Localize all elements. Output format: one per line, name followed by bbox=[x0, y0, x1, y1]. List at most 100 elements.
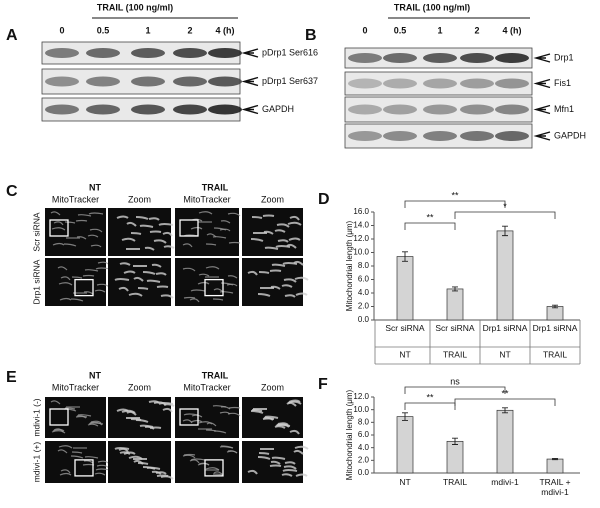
label-arrow bbox=[533, 104, 551, 115]
blot-band bbox=[383, 131, 417, 141]
mitochondria bbox=[128, 292, 143, 297]
mitochondria bbox=[116, 408, 129, 412]
mitochondria bbox=[158, 223, 174, 226]
significance-bracket bbox=[454, 398, 556, 406]
timepoint-label: 0.5 bbox=[394, 25, 407, 35]
blot-band bbox=[460, 131, 494, 141]
mitochondria bbox=[64, 221, 76, 224]
mitochondria bbox=[90, 244, 102, 248]
mitochondria bbox=[289, 215, 300, 221]
blot-band bbox=[173, 104, 207, 115]
group-label: TRAIL bbox=[543, 349, 567, 359]
mitochondria bbox=[114, 278, 130, 281]
significance-label: ** bbox=[426, 212, 434, 222]
blot-band bbox=[173, 48, 207, 58]
mitochondria bbox=[190, 226, 203, 230]
mitochondria bbox=[277, 239, 289, 243]
panel-label: E bbox=[6, 369, 17, 386]
blot-band bbox=[495, 78, 529, 89]
mitochondria bbox=[116, 215, 129, 219]
mitochondria bbox=[76, 236, 87, 240]
mitochondria bbox=[182, 454, 196, 459]
significance-bracket bbox=[404, 200, 506, 208]
mitochondria bbox=[130, 232, 142, 235]
zoom-box bbox=[179, 219, 199, 237]
mitochondria bbox=[219, 411, 231, 415]
mitochondria bbox=[182, 419, 193, 424]
timepoint-label: 0 bbox=[59, 25, 64, 35]
blot-band bbox=[45, 48, 79, 58]
mitochondria bbox=[212, 473, 224, 476]
mitochondria bbox=[190, 419, 203, 423]
mitochondria bbox=[275, 245, 291, 248]
mitochondria bbox=[156, 285, 169, 288]
mitochondria bbox=[263, 416, 274, 421]
label-arrow bbox=[241, 76, 259, 87]
mitochondria bbox=[97, 460, 109, 464]
blot-label: pDrp1 Ser616 bbox=[262, 47, 318, 57]
y-tick-label: 4.0 bbox=[358, 288, 370, 297]
blot-band bbox=[423, 131, 457, 141]
row-label: mdivi-1 (-) bbox=[31, 398, 41, 436]
condition-label: TRAIL bbox=[202, 182, 229, 192]
x-tick-label: Scr siRNA bbox=[385, 323, 425, 333]
significance-label: * bbox=[503, 201, 507, 211]
mitochondria bbox=[64, 407, 76, 410]
mitochondria bbox=[283, 465, 297, 470]
significance-bracket bbox=[404, 222, 456, 230]
mitochondria bbox=[75, 219, 88, 222]
treatment-header: TRAIL (100 ng/ml) bbox=[97, 2, 173, 12]
blot-band bbox=[348, 53, 382, 63]
mitochondria bbox=[219, 446, 234, 449]
mitochondria bbox=[198, 211, 213, 215]
mitochondria bbox=[130, 418, 142, 421]
blot-band bbox=[383, 53, 417, 63]
mitochondria bbox=[119, 262, 131, 266]
y-tick-label: 4.0 bbox=[358, 443, 370, 452]
blot-band bbox=[208, 76, 242, 87]
mitochondria bbox=[118, 447, 129, 453]
mitochondria bbox=[135, 216, 149, 220]
zoom-box bbox=[74, 278, 94, 297]
mitochondria bbox=[284, 461, 296, 465]
micrograph bbox=[242, 258, 303, 306]
mitochondria bbox=[250, 238, 264, 242]
mitochondria bbox=[77, 414, 92, 417]
blot-band bbox=[383, 104, 417, 115]
timepoint-label: 0 bbox=[362, 25, 367, 35]
mitochondria bbox=[57, 266, 68, 271]
y-tick-label: 6.0 bbox=[358, 430, 370, 439]
blot-band bbox=[86, 104, 120, 115]
mitochondria bbox=[123, 451, 136, 455]
y-tick-label: 0.0 bbox=[358, 315, 370, 324]
mitochondria bbox=[163, 245, 175, 249]
mitochondria bbox=[88, 212, 104, 215]
mitochondria bbox=[294, 276, 309, 281]
blot-band bbox=[383, 78, 417, 89]
mitochondria bbox=[153, 401, 167, 406]
timepoint-label: 1 bbox=[437, 25, 442, 35]
mitochondria bbox=[282, 469, 298, 472]
mitochondria bbox=[50, 400, 61, 405]
significance-bracket bbox=[404, 402, 456, 410]
x-tick-label: Drp1 siRNA bbox=[532, 323, 578, 333]
blot-band bbox=[131, 76, 165, 87]
mitochondria bbox=[87, 423, 99, 427]
timepoint-label: 2 bbox=[474, 25, 479, 35]
mitochondria bbox=[189, 459, 200, 464]
y-tick-label: 12.0 bbox=[353, 234, 369, 243]
blot-label: Drp1 bbox=[554, 52, 574, 62]
mitochondria bbox=[89, 421, 103, 426]
y-tick-label: 2.0 bbox=[358, 455, 370, 464]
mitochondria bbox=[281, 473, 293, 477]
mitochondria bbox=[220, 220, 231, 224]
mitochondria bbox=[205, 429, 217, 432]
blot-label: Mfn1 bbox=[554, 104, 574, 114]
mitochondria bbox=[247, 469, 258, 475]
mitochondria bbox=[155, 272, 167, 276]
mitochondria bbox=[121, 409, 136, 414]
mitochondria bbox=[257, 456, 271, 460]
mitochondria bbox=[94, 289, 106, 293]
mitochondria bbox=[190, 289, 206, 292]
mitochondria bbox=[289, 429, 300, 435]
